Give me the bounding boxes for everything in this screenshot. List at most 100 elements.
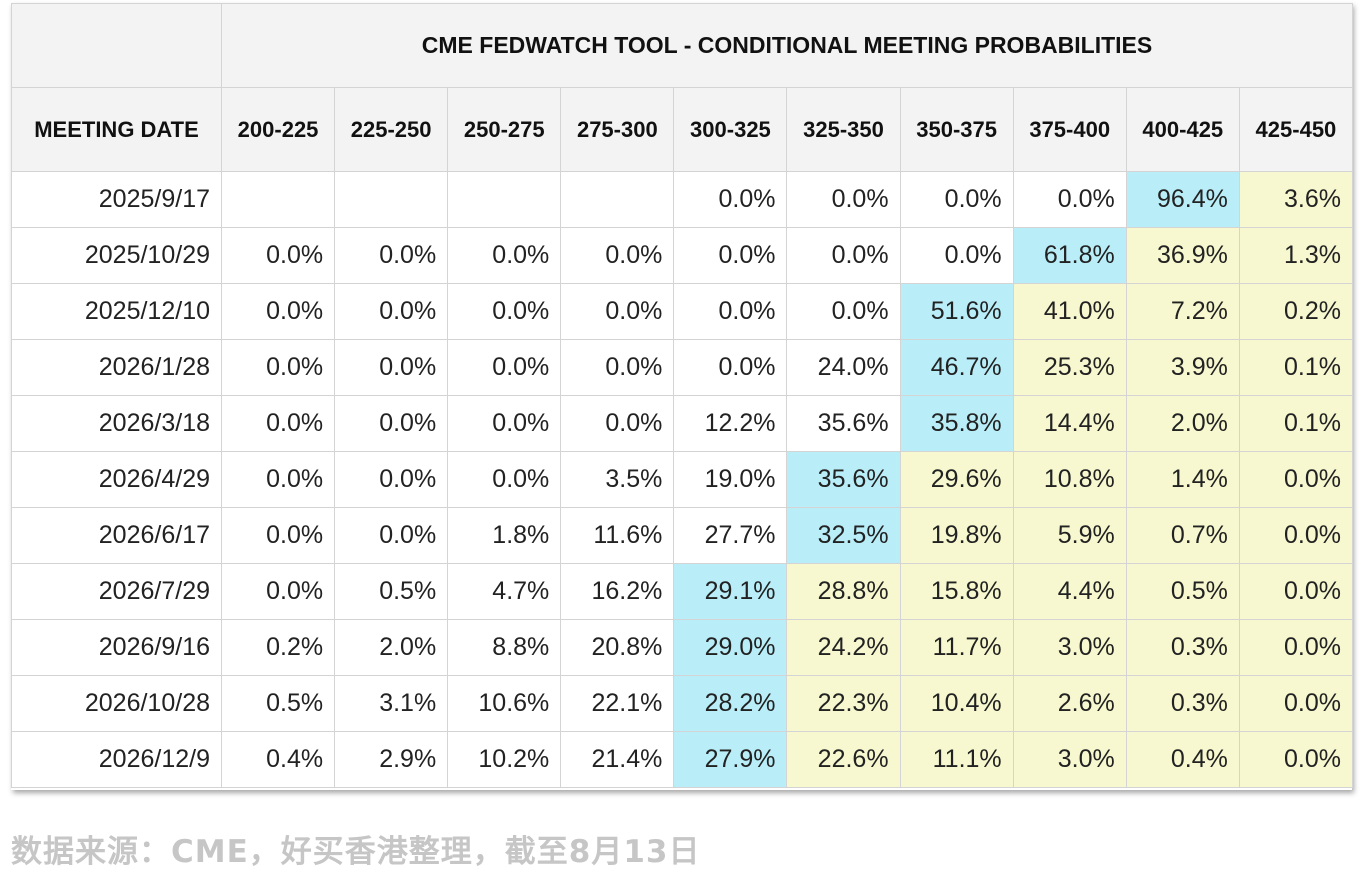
probability-cell: 27.9% <box>673 731 788 788</box>
probability-cell: 0.0% <box>334 283 449 340</box>
probability-cell: 15.8% <box>899 563 1014 620</box>
probability-cell: 2.0% <box>334 619 449 676</box>
column-header-row: MEETING DATE 200-225 225-250 250-275 275-30… <box>11 87 1354 172</box>
corner-cell <box>11 3 222 88</box>
probability-cell: 0.0% <box>334 395 449 452</box>
probability-cell: 10.2% <box>447 731 562 788</box>
meeting-date-cell: 2025/12/10 <box>11 283 222 340</box>
table-row: 2026/12/9 0.4% 2.9% 10.2% 21.4% 27.9% 22.6% 11.… <box>11 731 1354 788</box>
probability-cell: 0.0% <box>220 339 336 396</box>
probability-cell: 0.0% <box>1238 731 1354 788</box>
probability-cell: 0.3% <box>1125 619 1240 676</box>
probability-table-card: CME FEDWATCH TOOL - CONDITIONAL MEETING … <box>11 3 1354 790</box>
probability-cell: 28.8% <box>786 563 901 620</box>
probability-cell: 35.6% <box>786 395 901 452</box>
probability-cell: 29.6% <box>899 451 1014 508</box>
probability-cell: 0.0% <box>447 283 562 340</box>
probability-cell: 4.4% <box>1012 563 1127 620</box>
probability-cell: 19.8% <box>899 507 1014 564</box>
probability-cell: 5.9% <box>1012 507 1127 564</box>
probability-cell: 0.5% <box>334 563 449 620</box>
probability-cell: 61.8% <box>1012 227 1127 284</box>
probability-cell: 0.0% <box>1238 563 1354 620</box>
rate-range-header: 350-375 <box>899 87 1014 172</box>
probability-cell: 0.5% <box>1125 563 1240 620</box>
probability-cell: 0.2% <box>1238 283 1354 340</box>
probability-cell: 22.1% <box>560 675 675 732</box>
probability-cell: 24.0% <box>786 339 901 396</box>
probability-cell: 3.5% <box>560 451 675 508</box>
probability-cell: 1.8% <box>447 507 562 564</box>
meeting-date-cell: 2026/4/29 <box>11 451 222 508</box>
probability-cell: 0.0% <box>673 339 788 396</box>
probability-cell: 0.0% <box>786 171 901 228</box>
table-row: 2026/3/18 0.0% 0.0% 0.0% 0.0% 12.2% 35.6% 35.8%… <box>11 395 1354 452</box>
probability-cell: 24.2% <box>786 619 901 676</box>
probability-cell: 51.6% <box>899 283 1014 340</box>
probability-cell: 0.0% <box>1238 675 1354 732</box>
probability-cell: 2.0% <box>1125 395 1240 452</box>
probability-cell: 0.1% <box>1238 395 1354 452</box>
probability-cell: 0.0% <box>1238 451 1354 508</box>
probability-cell: 3.6% <box>1238 171 1354 228</box>
probability-cell: 21.4% <box>560 731 675 788</box>
meeting-date-cell: 2026/7/29 <box>11 563 222 620</box>
probability-cell: 12.2% <box>673 395 788 452</box>
probability-cell <box>334 171 449 228</box>
probability-cell: 1.4% <box>1125 451 1240 508</box>
probability-cell: 27.7% <box>673 507 788 564</box>
probability-cell: 0.0% <box>1238 619 1354 676</box>
probability-cell: 0.0% <box>447 451 562 508</box>
meeting-date-cell: 2026/6/17 <box>11 507 222 564</box>
probability-cell: 35.8% <box>899 395 1014 452</box>
probability-cell: 3.9% <box>1125 339 1240 396</box>
probability-cell: 4.7% <box>447 563 562 620</box>
rate-range-header: 225-250 <box>334 87 449 172</box>
probability-cell: 0.0% <box>447 395 562 452</box>
probability-cell: 3.0% <box>1012 619 1127 676</box>
probability-cell: 0.0% <box>560 283 675 340</box>
source-note: 数据来源：CME，好买香港整理，截至8月13日 <box>11 834 701 870</box>
probability-cell: 46.7% <box>899 339 1014 396</box>
probability-cell: 28.2% <box>673 675 788 732</box>
probability-cell: 10.6% <box>447 675 562 732</box>
probability-cell: 8.8% <box>447 619 562 676</box>
probability-cell <box>220 171 336 228</box>
probability-cell: 0.7% <box>1125 507 1240 564</box>
probability-cell: 0.4% <box>1125 731 1240 788</box>
probability-cell: 0.0% <box>673 171 788 228</box>
probability-cell: 0.3% <box>1125 675 1240 732</box>
table-row: 2026/10/28 0.5% 3.1% 10.6% 22.1% 28.2% 22.3% 10… <box>11 675 1354 732</box>
table-row: 2026/9/16 0.2% 2.0% 8.8% 20.8% 29.0% 24.2% 11.7… <box>11 619 1354 676</box>
probability-cell: 14.4% <box>1012 395 1127 452</box>
rate-range-header: 275-300 <box>560 87 675 172</box>
table-body: 2025/9/17 0.0% 0.0% 0.0% 0.0% 96.4% 3.6% 2025/1… <box>11 171 1354 788</box>
probability-cell: 0.0% <box>220 283 336 340</box>
table-row: 2026/6/17 0.0% 0.0% 1.8% 11.6% 27.7% 32.5% 19.8… <box>11 507 1354 564</box>
probability-cell: 11.1% <box>899 731 1014 788</box>
probability-cell: 36.9% <box>1125 227 1240 284</box>
table-row: 2026/4/29 0.0% 0.0% 0.0% 3.5% 19.0% 35.6% 29.6%… <box>11 451 1354 508</box>
probability-cell: 2.6% <box>1012 675 1127 732</box>
probability-cell: 11.7% <box>899 619 1014 676</box>
meeting-date-cell: 2026/9/16 <box>11 619 222 676</box>
probability-cell: 19.0% <box>673 451 788 508</box>
rate-range-header: 375-400 <box>1012 87 1127 172</box>
probability-cell: 96.4% <box>1125 171 1240 228</box>
probability-cell: 22.3% <box>786 675 901 732</box>
rate-range-header: 325-350 <box>786 87 901 172</box>
probability-cell: 0.0% <box>334 339 449 396</box>
probability-cell: 0.0% <box>673 283 788 340</box>
meeting-date-header: MEETING DATE <box>11 87 222 172</box>
probability-cell: 10.8% <box>1012 451 1127 508</box>
probability-cell: 0.0% <box>220 227 336 284</box>
probability-cell: 7.2% <box>1125 283 1240 340</box>
probability-cell: 3.1% <box>334 675 449 732</box>
table-row: 2026/1/28 0.0% 0.0% 0.0% 0.0% 0.0% 24.0% 46.7% 2… <box>11 339 1354 396</box>
probability-cell: 0.0% <box>334 507 449 564</box>
probability-cell: 35.6% <box>786 451 901 508</box>
probability-cell: 0.0% <box>334 227 449 284</box>
rate-range-header: 425-450 <box>1238 87 1354 172</box>
probability-cell: 0.0% <box>560 395 675 452</box>
probability-cell: 0.0% <box>220 451 336 508</box>
